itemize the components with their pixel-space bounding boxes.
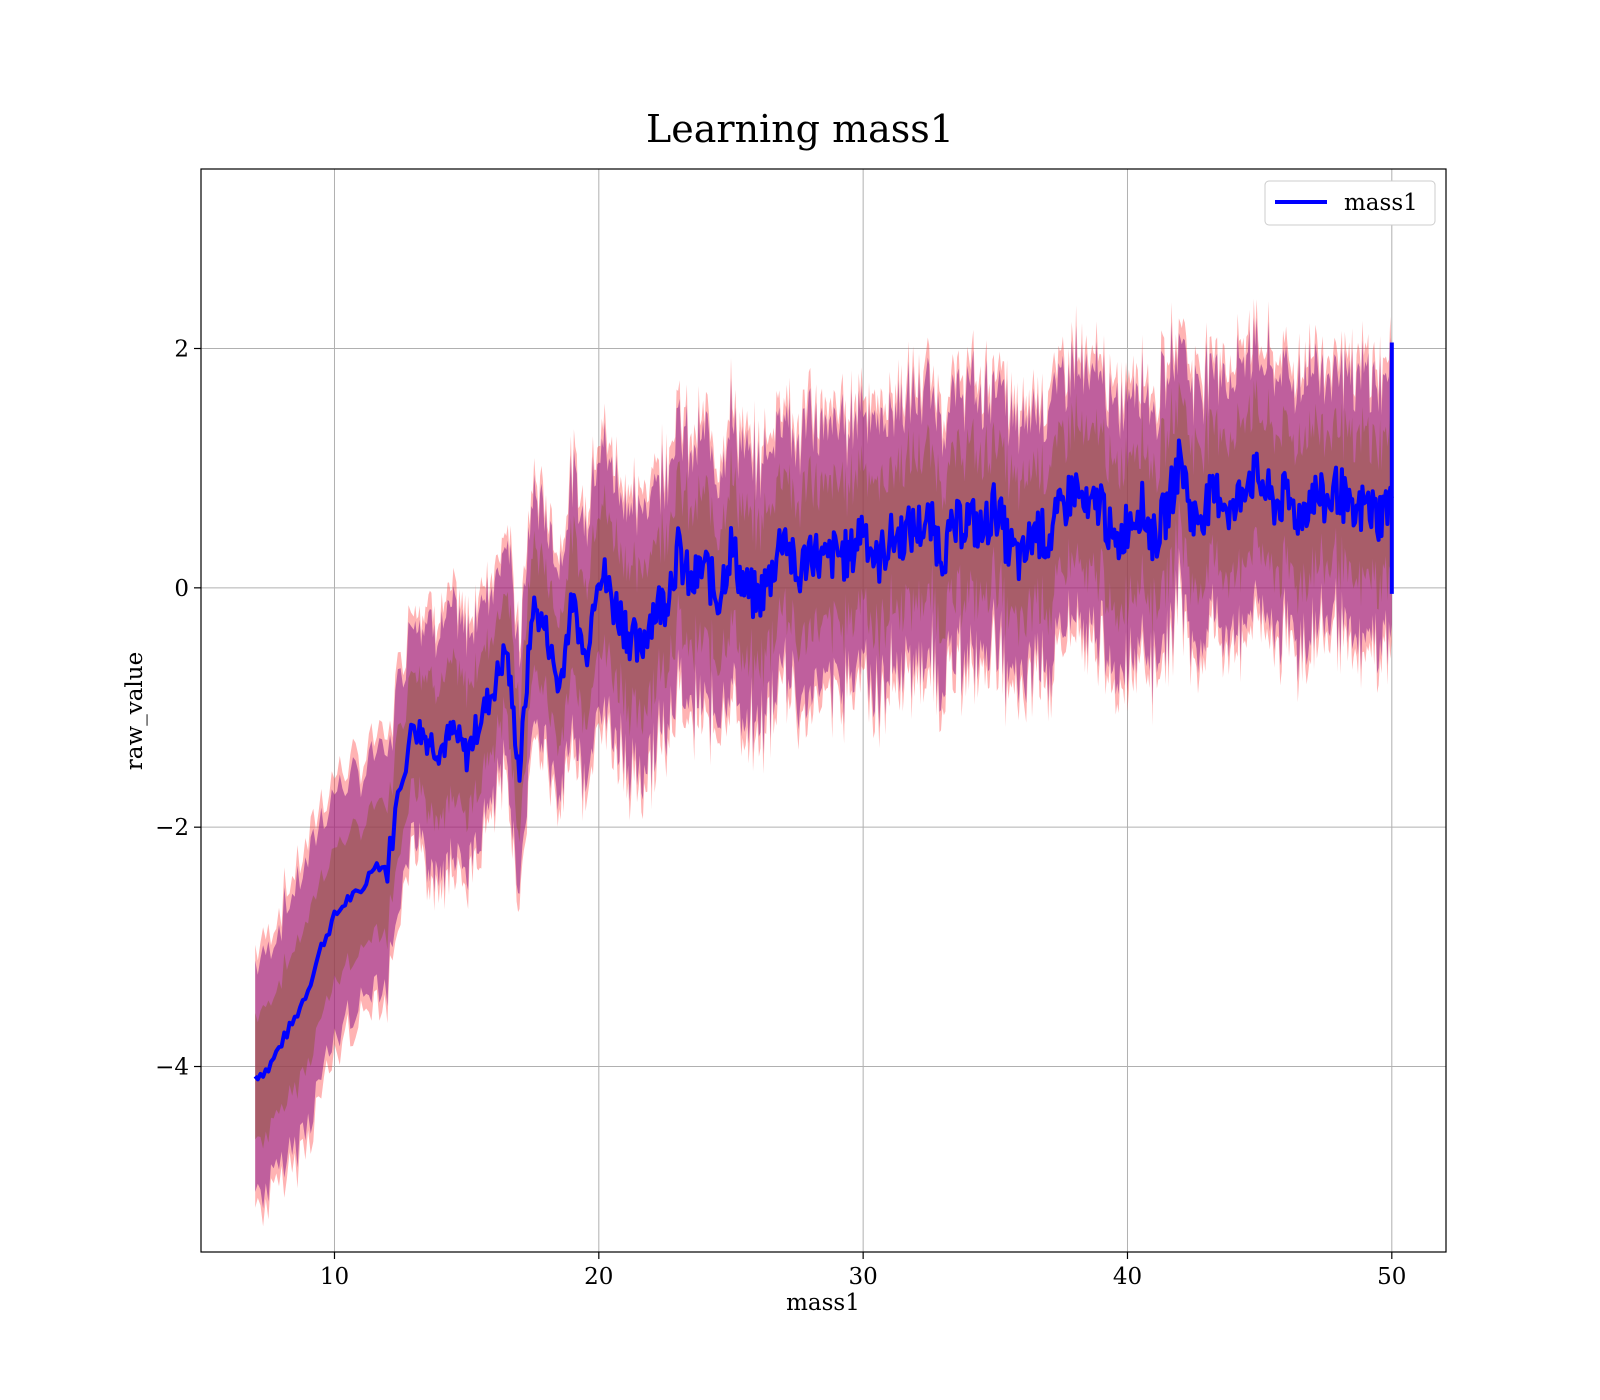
y-tick-label: 2 bbox=[174, 337, 189, 363]
legend-box bbox=[1264, 180, 1436, 226]
x-tick-label: 10 bbox=[320, 1264, 349, 1290]
plot-frame bbox=[200, 168, 1447, 1253]
series-lines bbox=[253, 342, 1394, 1082]
x-axis-label: mass1 bbox=[786, 1290, 860, 1316]
legend: mass1 bbox=[1264, 180, 1436, 226]
axis-ticks: 10 20 30 40 50 −4 −2 0 2 bbox=[155, 337, 1406, 1290]
y-tick-label: −4 bbox=[155, 1055, 189, 1081]
x-tick-label: 30 bbox=[849, 1264, 878, 1290]
y-tick-label: −2 bbox=[155, 815, 189, 841]
series-line-mass1 bbox=[253, 438, 1394, 1082]
x-tick-label: 40 bbox=[1113, 1264, 1142, 1290]
x-tick-label: 50 bbox=[1377, 1264, 1406, 1290]
y-axis-label: raw_value bbox=[122, 652, 148, 770]
legend-entry-mass1: mass1 bbox=[1344, 190, 1418, 216]
confidence-bands bbox=[255, 298, 1392, 1227]
grid bbox=[201, 169, 1446, 1252]
mean-band bbox=[255, 379, 1392, 1149]
chart-title: Learning mass1 bbox=[646, 107, 954, 151]
y-tick-label: 0 bbox=[174, 576, 189, 602]
x-tick-label: 20 bbox=[584, 1264, 613, 1290]
